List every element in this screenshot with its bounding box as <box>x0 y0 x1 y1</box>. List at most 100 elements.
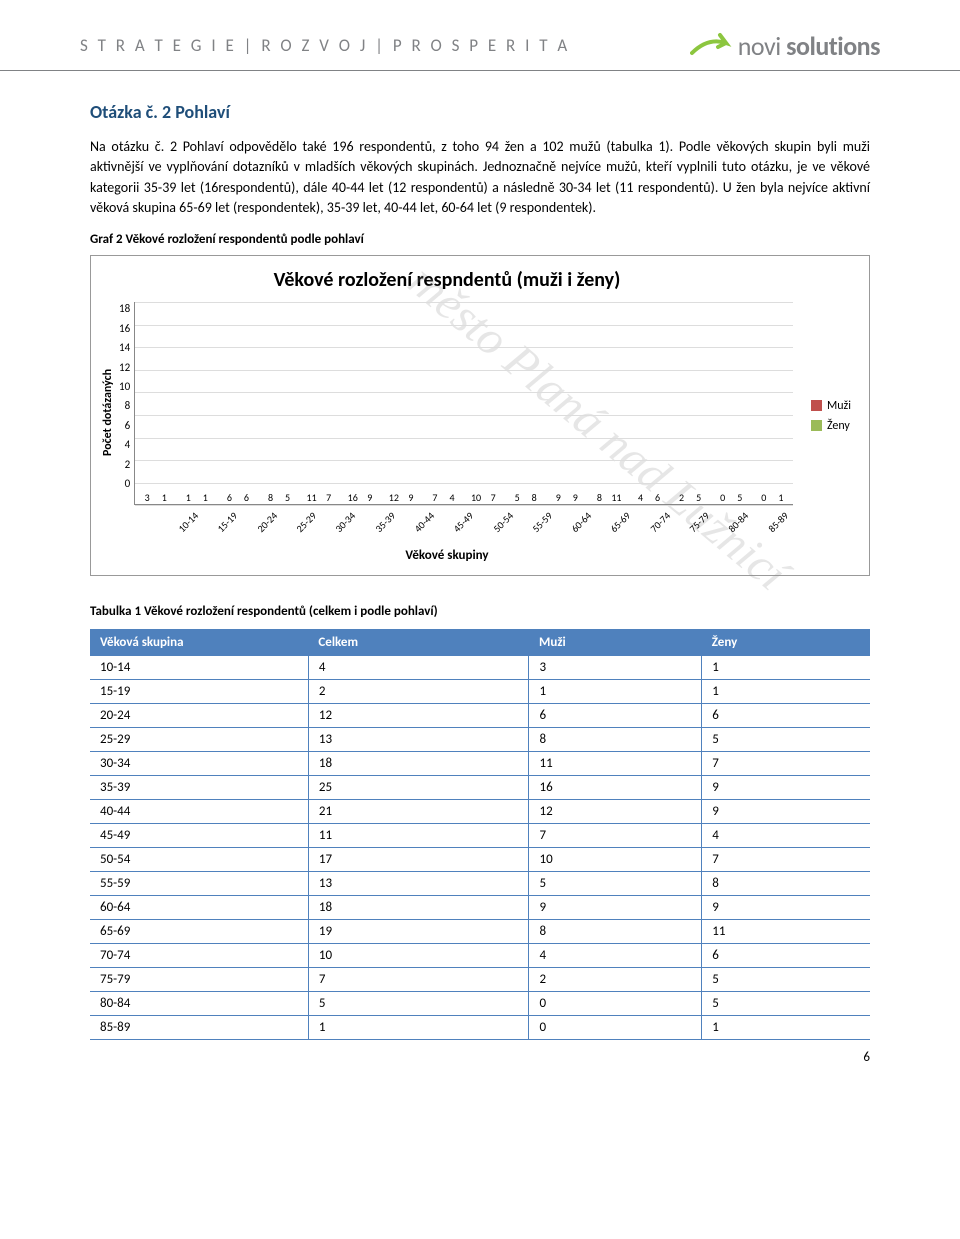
table-cell: 25 <box>308 776 529 800</box>
y-tick: 2 <box>119 458 130 471</box>
table-row: 30-3418117 <box>90 752 870 776</box>
table-cell: 65-69 <box>90 920 308 944</box>
table-cell: 9 <box>702 800 870 824</box>
content-area: Otázka č. 2 Pohlaví Na otázku č. 2 Pohla… <box>0 71 960 1040</box>
table-row: 15-19211 <box>90 680 870 704</box>
table-cell: 15-19 <box>90 680 308 704</box>
table-cell: 11 <box>308 824 529 848</box>
x-tick: 80-84 <box>721 505 755 539</box>
table-cell: 5 <box>529 872 702 896</box>
x-tick: 50-54 <box>486 505 520 539</box>
table-cell: 6 <box>529 704 702 728</box>
y-tick: 14 <box>119 341 130 354</box>
table-cell: 1 <box>702 680 870 704</box>
table-cell: 9 <box>529 896 702 920</box>
table-col-header: Věková skupina <box>90 629 308 656</box>
table-body: 10-1443115-1921120-24126625-29138530-341… <box>90 656 870 1040</box>
x-axis-labels: 10-1415-1920-2425-2930-3435-3940-4445-49… <box>164 505 793 522</box>
table-row: 65-6919811 <box>90 920 870 944</box>
table-col-header: Muži <box>529 629 702 656</box>
table-cell: 2 <box>529 968 702 992</box>
table-cell: 13 <box>308 728 529 752</box>
table-cell: 10-14 <box>90 656 308 680</box>
x-tick: 25-29 <box>289 505 323 539</box>
logo-part1: novi <box>738 30 786 62</box>
y-tick: 8 <box>119 399 130 412</box>
table-row: 25-291385 <box>90 728 870 752</box>
x-axis-title: Věkové skupiny <box>101 548 793 563</box>
legend-swatch-z <box>811 420 822 431</box>
y-tick: 6 <box>119 419 130 432</box>
x-tick: 70-74 <box>643 505 677 539</box>
logo-text: novi solutions <box>738 30 880 62</box>
table-cell: 11 <box>529 752 702 776</box>
y-tick: 18 <box>119 302 130 315</box>
y-axis: 181614121086420 <box>119 302 134 522</box>
table-cell: 45-49 <box>90 824 308 848</box>
table-cell: 8 <box>529 728 702 752</box>
table-cell: 70-74 <box>90 944 308 968</box>
table-cell: 19 <box>308 920 529 944</box>
table-cell: 13 <box>308 872 529 896</box>
x-tick: 40-44 <box>407 505 441 539</box>
table-cell: 1 <box>529 680 702 704</box>
table-row: 35-3925169 <box>90 776 870 800</box>
brand-logo: novi solutions <box>690 30 880 62</box>
table-cell: 7 <box>529 824 702 848</box>
table-cell: 5 <box>308 992 529 1016</box>
table-cell: 1 <box>308 1016 529 1040</box>
table-cell: 5 <box>702 992 870 1016</box>
table-cell: 25-29 <box>90 728 308 752</box>
table-row: 50-5417107 <box>90 848 870 872</box>
table-caption: Tabulka 1 Věkové rozložení respondentů (… <box>90 604 870 619</box>
table-cell: 35-39 <box>90 776 308 800</box>
chart-plot: 3111668511716912974107589981146250501 <box>134 302 793 505</box>
table-cell: 8 <box>529 920 702 944</box>
x-tick: 60-64 <box>564 505 598 539</box>
header-tagline: S T R A T E G I E | R O Z V O J | P R O … <box>80 35 570 62</box>
table-cell: 12 <box>308 704 529 728</box>
y-tick: 4 <box>119 438 130 451</box>
table-cell: 3 <box>529 656 702 680</box>
data-table: Věková skupinaCelkemMužiŽeny 10-1443115-… <box>90 629 870 1040</box>
x-tick: 55-59 <box>525 505 559 539</box>
table-row: 10-14431 <box>90 656 870 680</box>
y-tick: 16 <box>119 322 130 335</box>
table-row: 20-241266 <box>90 704 870 728</box>
table-cell: 0 <box>529 992 702 1016</box>
table-cell: 10 <box>529 848 702 872</box>
question-paragraph: Na otázku č. 2 Pohlaví odpovědělo také 1… <box>90 137 870 218</box>
x-tick: 65-69 <box>604 505 638 539</box>
x-tick: 75-79 <box>682 505 716 539</box>
table-cell: 12 <box>529 800 702 824</box>
table-cell: 5 <box>702 968 870 992</box>
table-cell: 50-54 <box>90 848 308 872</box>
legend-label-z: Ženy <box>827 419 850 433</box>
x-tick: 35-39 <box>368 505 402 539</box>
legend-label-m: Muži <box>827 399 851 413</box>
chart-caption: Graf 2 Věkové rozložení respondentů podl… <box>90 232 870 247</box>
table-cell: 1 <box>702 656 870 680</box>
table-cell: 60-64 <box>90 896 308 920</box>
page-header: S T R A T E G I E | R O Z V O J | P R O … <box>0 0 960 71</box>
table-cell: 5 <box>702 728 870 752</box>
table-cell: 4 <box>702 824 870 848</box>
legend-item-zeny: Ženy <box>811 419 851 433</box>
table-cell: 16 <box>529 776 702 800</box>
legend-swatch-m <box>811 400 822 411</box>
table-cell: 8 <box>702 872 870 896</box>
table-cell: 7 <box>702 752 870 776</box>
table-cell: 20-24 <box>90 704 308 728</box>
table-row: 80-84505 <box>90 992 870 1016</box>
table-col-header: Ženy <box>702 629 870 656</box>
table-cell: 0 <box>529 1016 702 1040</box>
table-row: 60-641899 <box>90 896 870 920</box>
table-cell: 18 <box>308 896 529 920</box>
table-cell: 6 <box>702 704 870 728</box>
table-row: 75-79725 <box>90 968 870 992</box>
table-cell: 1 <box>702 1016 870 1040</box>
x-tick: 45-49 <box>446 505 480 539</box>
y-axis-label: Počet dotázaných <box>101 302 115 522</box>
table-cell: 21 <box>308 800 529 824</box>
table-header-row: Věková skupinaCelkemMužiŽeny <box>90 629 870 656</box>
